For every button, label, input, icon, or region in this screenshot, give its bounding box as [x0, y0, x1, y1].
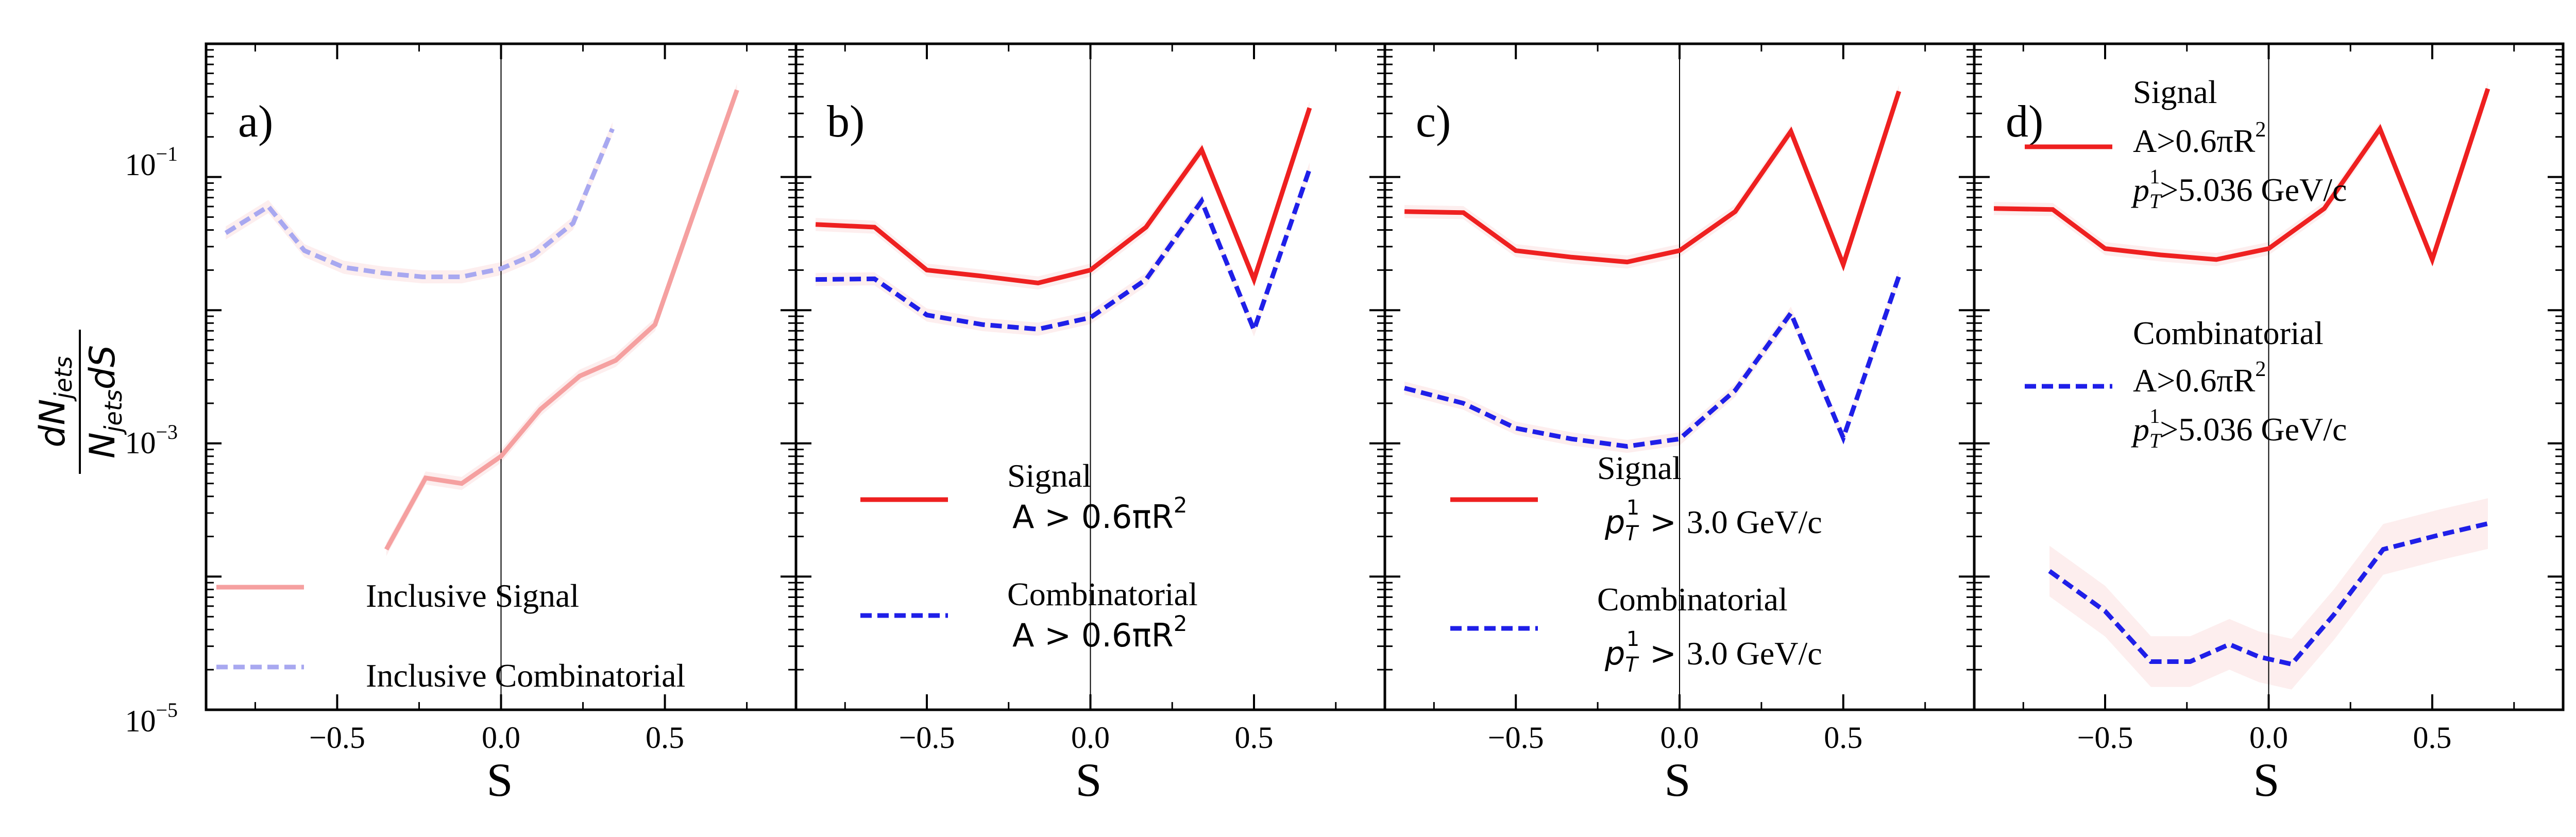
svg-text:dNjets: dNjets: [32, 356, 77, 447]
ylabel-denominator-sub: jets: [99, 389, 127, 435]
xtick-label: −0.5: [2077, 721, 2133, 755]
x-axis-label: S: [486, 754, 513, 806]
legend-label-combinatorial: Combinatorial: [1597, 581, 1788, 618]
legend-label-combinatorial: Combinatorial: [2133, 315, 2324, 351]
ytick-label-1e-3: 10−3: [125, 420, 178, 460]
legend-label-signal: Signal: [2133, 74, 2217, 110]
legend: Signal pT1 > 3.0 GeV/c Combinatorial pT1…: [1450, 450, 1822, 677]
legend: Inclusive Signal Inclusive Combinatorial: [216, 577, 685, 694]
legend: Signal A > 0.6πR2 Combinatorial A > 0.6π…: [860, 457, 1198, 654]
legend-label-signal-area: A>0.6πR2: [2133, 118, 2266, 159]
panel-a: a) −0.5 0.0 0.5 S Inclusive Signal Inclusi…: [205, 42, 798, 806]
uncertainty-band: [1404, 84, 1899, 271]
series-line-signal: [1994, 88, 2490, 267]
legend-label-inclusive-combinatorial: Inclusive Combinatorial: [366, 657, 685, 694]
xtick-label: 0.0: [482, 721, 520, 755]
legend-label-combinatorial: Combinatorial: [1007, 576, 1198, 612]
x-axis-label: S: [1075, 754, 1101, 806]
xtick-label: 0.5: [1824, 721, 1862, 755]
xtick-label: 0.5: [2413, 721, 2452, 755]
legend-label-combinatorial-area: A>0.6πR2: [2133, 357, 2266, 399]
ytick-label-1e-5: 10−5: [125, 698, 178, 738]
legend-label-combinatorial-pt: pT1>5.036 GeV/c: [2131, 404, 2347, 452]
xtick-label: 0.0: [1660, 721, 1699, 755]
y-tick-labels: 10−1 10−3 10−5: [125, 142, 178, 738]
panel-b: b) −0.5 0.0 0.5 S Signal A > 0.6πR2 Combin…: [794, 42, 1386, 806]
xtick-label: 0.5: [646, 721, 684, 755]
xtick-label: 0.5: [1235, 721, 1274, 755]
legend-label-inclusive-signal: Inclusive Signal: [366, 577, 579, 614]
panel-label: b): [827, 97, 865, 147]
uncertainty-band: [1404, 269, 1899, 453]
legend-label-signal-cut: A > 0.6πR2: [1012, 492, 1188, 536]
legend-label-signal: Signal: [1007, 457, 1092, 494]
x-axis-label: S: [1664, 754, 1690, 806]
series-line-combinatorial: [2048, 521, 2488, 667]
ylabel-denominator-b: dS: [82, 345, 123, 389]
panel-c: c) −0.5 0.0 0.5 S Signal pT1 > 3.0 GeV/c C…: [1383, 42, 1976, 806]
series-line-combinatorial: [816, 168, 1312, 337]
series-line-signal: [815, 107, 1312, 286]
xtick-label: −0.5: [899, 721, 955, 755]
series-line-inclusive-signal: [384, 89, 739, 551]
legend-label-signal-pt: pT1>5.036 GeV/c: [2131, 165, 2347, 213]
legend: Signal A>0.6πR2 pT1>5.036 GeV/c Combinat…: [2025, 74, 2347, 452]
uncertainty-band: [2049, 498, 2488, 690]
panel-label: a): [238, 97, 273, 147]
uncertainty-band: [226, 122, 613, 284]
ytick-label-1e-1: 10−1: [125, 142, 178, 182]
series-line-inclusive-combinatorial: [224, 128, 615, 279]
series-line-combinatorial: [1404, 275, 1902, 449]
svg-text:NjetsdS: NjetsdS: [82, 345, 127, 458]
xtick-label: 0.0: [1071, 721, 1110, 755]
xtick-label: 0.0: [2249, 721, 2288, 755]
ylabel-numerator: dN: [32, 399, 73, 448]
ylabel-denominator-a: N: [82, 432, 123, 458]
uncertainty-band: [816, 101, 1310, 290]
uncertainty-band: [386, 83, 737, 556]
panel-label: d): [2006, 97, 2043, 147]
legend-label-combinatorial-cut: pT1 > 3.0 GeV/c: [1604, 627, 1822, 677]
ylabel-numerator-sub: jets: [49, 356, 77, 402]
panel-d: d) −0.5 0.0 0.5 S Signal A>0.6πR2 pT1>5.03…: [1973, 42, 2565, 806]
legend-label-combinatorial-cut: A > 0.6πR2: [1012, 611, 1188, 654]
xtick-label: −0.5: [309, 721, 365, 755]
uncertainty-band: [816, 162, 1310, 337]
legend-label-signal: Signal: [1597, 450, 1682, 486]
legend-label-signal-cut: pT1 > 3.0 GeV/c: [1604, 496, 1822, 545]
y-axis-label: dNjets NjetsdS: [32, 330, 127, 474]
panel-label: c): [1416, 97, 1451, 147]
series-line-signal: [1404, 90, 1902, 272]
xtick-label: −0.5: [1488, 721, 1544, 755]
x-axis-label: S: [2253, 754, 2279, 806]
plot-frame: [1973, 42, 2565, 711]
